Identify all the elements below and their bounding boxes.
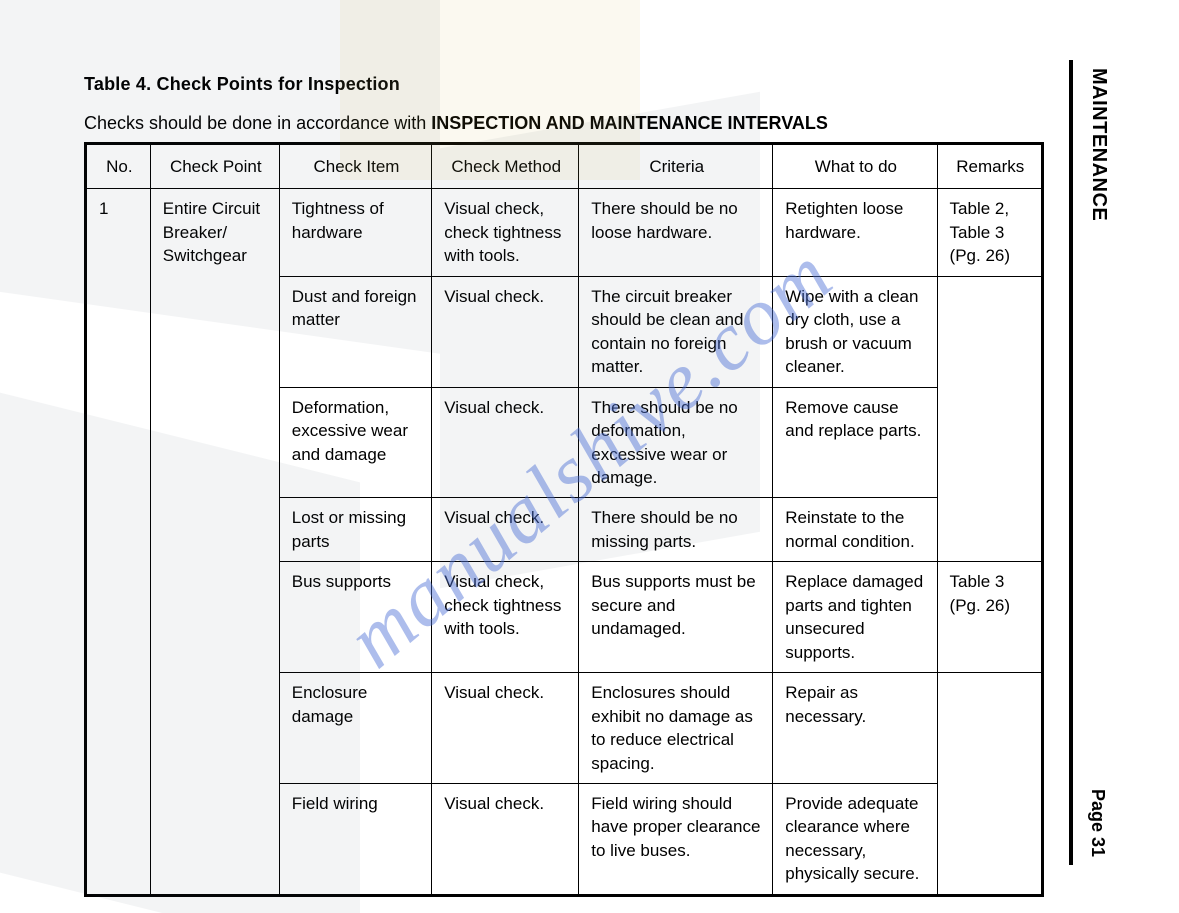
- cell-remarks: [937, 673, 1042, 896]
- cell-item: Tightness of hardware: [279, 189, 431, 276]
- th-check-point: Check Point: [150, 144, 279, 189]
- table-row: 1 Entire Circuit Breaker/ Switchgear Tig…: [86, 189, 1043, 276]
- th-check-method: Check Method: [432, 144, 579, 189]
- th-remarks: Remarks: [937, 144, 1042, 189]
- th-check-item: Check Item: [279, 144, 431, 189]
- cell-todo: Reinstate to the normal condition.: [773, 498, 937, 562]
- cell-remarks: [937, 276, 1042, 562]
- cell-remarks: Table 3 (Pg. 26): [937, 562, 1042, 673]
- inspection-table: No. Check Point Check Item Check Method …: [84, 142, 1044, 897]
- th-no: No.: [86, 144, 151, 189]
- cell-method: Visual check.: [432, 387, 579, 498]
- cell-method: Visual check.: [432, 673, 579, 784]
- cell-method: Visual check.: [432, 276, 579, 387]
- cell-item: Deformation, excessive wear and damage: [279, 387, 431, 498]
- cell-criteria: Bus supports must be secure and undamage…: [579, 562, 773, 673]
- cell-criteria: There should be no deformation, excessiv…: [579, 387, 773, 498]
- cell-criteria: There should be no missing parts.: [579, 498, 773, 562]
- cell-method: Visual check, check tightness with tools…: [432, 189, 579, 276]
- cell-no: 1: [86, 189, 151, 895]
- cell-item: Dust and foreign matter: [279, 276, 431, 387]
- cell-criteria: Enclosures should exhibit no damage as t…: [579, 673, 773, 784]
- cell-method: Visual check, check tightness with tools…: [432, 562, 579, 673]
- cell-todo: Remove cause and replace parts.: [773, 387, 937, 498]
- cell-method: Visual check.: [432, 783, 579, 895]
- sidebar: MAINTENANCE Page 31: [1069, 60, 1117, 865]
- cell-item: Lost or missing parts: [279, 498, 431, 562]
- cell-todo: Replace damaged parts and tighten unsecu…: [773, 562, 937, 673]
- th-what-to-do: What to do: [773, 144, 937, 189]
- cell-remarks: Table 2, Table 3 (Pg. 26): [937, 189, 1042, 276]
- table-subtitle: Checks should be done in accordance with…: [84, 113, 1079, 134]
- cell-point: Entire Circuit Breaker/ Switchgear: [150, 189, 279, 895]
- page-number: Page 31: [1087, 789, 1108, 857]
- section-label: MAINTENANCE: [1087, 68, 1110, 221]
- cell-method: Visual check.: [432, 498, 579, 562]
- cell-item: Enclosure damage: [279, 673, 431, 784]
- cell-todo: Retighten loose hardware.: [773, 189, 937, 276]
- cell-item: Bus supports: [279, 562, 431, 673]
- th-criteria: Criteria: [579, 144, 773, 189]
- cell-todo: Provide adequate clearance where necessa…: [773, 783, 937, 895]
- subtitle-emph: INSPECTION AND MAINTENANCE INTERVALS: [431, 113, 828, 133]
- cell-criteria: Field wiring should have proper clearanc…: [579, 783, 773, 895]
- cell-item: Field wiring: [279, 783, 431, 895]
- cell-todo: Wipe with a clean dry cloth, use a brush…: [773, 276, 937, 387]
- table-title: Table 4. Check Points for Inspection: [84, 74, 1079, 95]
- page: manualshive.com Table 4. Check Points fo…: [0, 0, 1179, 913]
- cell-todo: Repair as necessary.: [773, 673, 937, 784]
- table-header-row: No. Check Point Check Item Check Method …: [86, 144, 1043, 189]
- cell-criteria: There should be no loose hardware.: [579, 189, 773, 276]
- cell-criteria: The circuit breaker should be clean and …: [579, 276, 773, 387]
- subtitle-prefix: Checks should be done in accordance with: [84, 113, 431, 133]
